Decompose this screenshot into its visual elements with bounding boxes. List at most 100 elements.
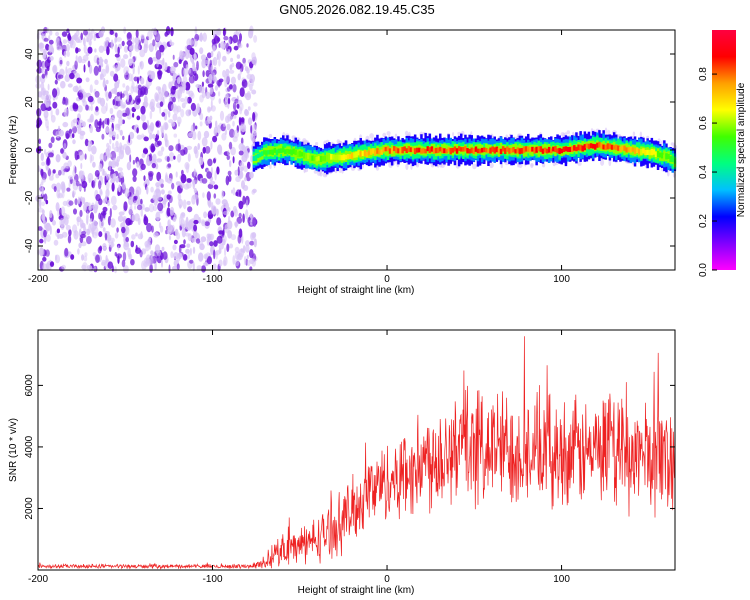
noise-blob	[59, 218, 65, 228]
noise-blob	[90, 104, 93, 112]
noise-blob	[209, 180, 216, 185]
noise-blob	[120, 99, 123, 107]
noise-blob	[64, 74, 71, 82]
noise-blob	[70, 254, 75, 260]
noise-blob	[242, 57, 246, 64]
ridge-cell	[504, 147, 507, 154]
noise-blob	[192, 61, 196, 72]
snr-y-ticks: 2000 4000 6000	[24, 374, 675, 520]
noise-blob	[252, 112, 256, 122]
y-tick-label: 0	[24, 147, 35, 153]
noise-blob	[192, 261, 195, 272]
ridge-cell	[407, 146, 411, 152]
noise-blob	[203, 262, 209, 267]
noise-blob	[178, 244, 182, 254]
noise-blob	[41, 67, 44, 74]
noise-blob	[75, 55, 78, 62]
ridge-cell	[305, 154, 308, 159]
ridge-cell	[330, 153, 333, 160]
noise-blob	[94, 170, 100, 177]
noise-blob	[40, 181, 44, 186]
noise-blob	[155, 32, 161, 42]
noise-blob	[222, 70, 226, 78]
noise-blob	[187, 233, 192, 242]
ridge-cell	[562, 146, 566, 152]
noise-blob	[227, 86, 231, 92]
noise-blob	[222, 55, 227, 62]
noise-blob	[156, 171, 162, 182]
noise-blob	[192, 246, 196, 254]
ridge-cell	[615, 144, 618, 151]
noise-blob	[89, 64, 93, 74]
noise-blob	[43, 49, 48, 56]
x-tick-label: -200	[28, 574, 48, 585]
noise-blob	[46, 234, 51, 243]
noise-blob	[245, 244, 250, 253]
noise-blob	[41, 185, 44, 196]
noise-blob	[231, 189, 233, 194]
noise-blob	[243, 149, 249, 159]
noise-blob	[108, 130, 114, 135]
noise-blob	[122, 83, 126, 88]
noise-blob	[166, 156, 170, 163]
noise-blob	[102, 206, 108, 213]
noise-blob	[67, 175, 74, 180]
noise-blob	[243, 165, 248, 173]
noise-blob	[133, 195, 138, 200]
noise-blob	[131, 234, 136, 240]
noise-blob	[221, 132, 227, 141]
noise-blob	[175, 171, 178, 178]
noise-blob	[123, 66, 130, 76]
ridge-cell	[313, 156, 316, 161]
ridge-cell	[286, 148, 289, 154]
ridge-cell	[487, 148, 490, 154]
ridge-cell	[453, 146, 457, 152]
ridge-cell	[294, 149, 297, 156]
noise-blob	[118, 149, 125, 160]
ridge-cell	[376, 148, 379, 154]
ridge-cell	[395, 147, 398, 154]
noise-blob	[95, 200, 99, 210]
colorbar-label: Normalized spectral amplitude	[736, 82, 747, 217]
noise-blob	[37, 207, 44, 213]
noise-blob	[160, 146, 165, 152]
noise-blob	[190, 102, 196, 112]
noise-blob	[123, 54, 129, 60]
ridge-cell	[646, 149, 649, 155]
noise-blob	[83, 203, 87, 212]
ridge-cell	[606, 143, 610, 150]
ridge-cell	[487, 144, 490, 153]
noise-blob	[232, 156, 235, 164]
noise-blob	[58, 169, 62, 176]
noise-blob	[172, 96, 176, 103]
noise-blob	[180, 108, 185, 118]
noise-blob	[104, 90, 108, 98]
ridge-cell	[344, 154, 348, 160]
noise-blob	[40, 152, 44, 162]
noise-blob	[241, 79, 248, 89]
noise-blob	[36, 117, 42, 128]
ridge-cell	[275, 149, 279, 156]
noise-blob	[136, 115, 141, 121]
noise-blob	[146, 222, 152, 233]
noise-blob	[54, 79, 58, 85]
noise-blob	[119, 129, 123, 136]
noise-blob	[212, 263, 217, 270]
ridge-cell	[416, 147, 419, 153]
noise-blob	[52, 64, 58, 75]
ridge-cell	[564, 146, 568, 152]
noise-blob	[88, 202, 91, 212]
noise-blob	[193, 168, 196, 177]
noise-blob	[114, 37, 117, 44]
noise-blob	[142, 122, 148, 131]
noise-blob	[227, 97, 231, 105]
colorbar-tick-label: 0.0	[698, 263, 709, 277]
ridge-cell	[426, 146, 429, 152]
ridge-cell	[336, 154, 339, 160]
ridge-cell	[284, 149, 287, 155]
noise-blob	[135, 29, 139, 38]
noise-blob	[180, 182, 185, 189]
noise-blob	[204, 221, 210, 227]
noise-blob	[161, 112, 166, 117]
spectrogram-x-ticks: -200 -100 0 100	[28, 30, 570, 285]
